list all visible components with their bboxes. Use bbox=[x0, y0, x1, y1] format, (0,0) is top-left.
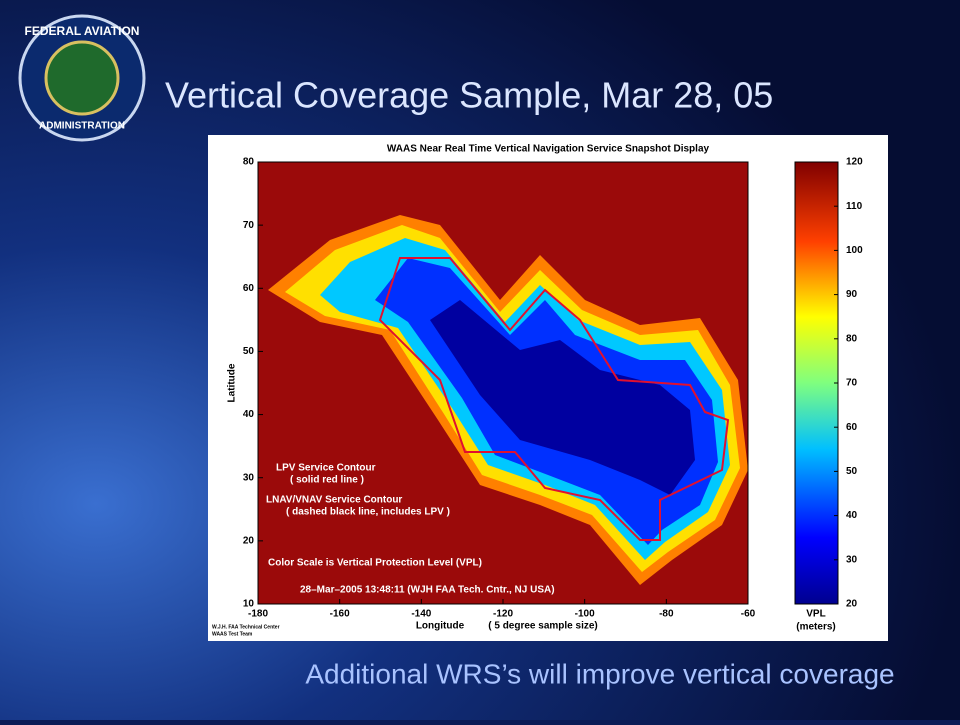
y-tick-label: 50 bbox=[243, 346, 255, 357]
colorbar-units: (meters) bbox=[796, 622, 835, 633]
map-frame bbox=[257, 161, 749, 605]
colorbar-tick-label: 90 bbox=[846, 289, 858, 300]
x-tick-label: -160 bbox=[330, 609, 350, 620]
colorbar-tick-label: 110 bbox=[846, 201, 863, 212]
x-tick-label: -180 bbox=[248, 609, 268, 620]
caption: Additional WRS’s will improve vertical c… bbox=[305, 658, 894, 689]
credit: WAAS Test Team bbox=[212, 631, 253, 637]
x-tick-label: -80 bbox=[659, 609, 674, 620]
colorbar bbox=[794, 161, 839, 605]
x-note: ( 5 degree sample size) bbox=[488, 621, 598, 632]
logo-text: ADMINISTRATION bbox=[39, 121, 125, 132]
y-tick-label: 60 bbox=[243, 283, 255, 294]
colorbar-tick-label: 120 bbox=[846, 157, 863, 168]
x-tick-label: -100 bbox=[575, 609, 595, 620]
logo-text: FEDERAL AVIATION bbox=[25, 24, 140, 38]
map-title: WAAS Near Real Time Vertical Navigation … bbox=[387, 144, 710, 155]
y-tick-label: 20 bbox=[243, 535, 255, 546]
colorbar-tick-label: 60 bbox=[846, 422, 858, 433]
colorbar-tick-label: 50 bbox=[846, 466, 858, 477]
y-tick-label: 70 bbox=[243, 220, 255, 231]
y-tick-label: 30 bbox=[243, 472, 255, 483]
y-label: Latitude bbox=[227, 363, 238, 402]
annotation: Color Scale is Vertical Protection Level… bbox=[268, 558, 482, 569]
credit: W.J.H. FAA Technical Center bbox=[212, 624, 280, 630]
colorbar-tick-label: 70 bbox=[846, 378, 858, 389]
colorbar-tick-label: 80 bbox=[846, 333, 858, 344]
colorbar-tick-label: 30 bbox=[846, 554, 858, 565]
y-tick-label: 10 bbox=[243, 599, 255, 610]
x-tick-label: -120 bbox=[493, 609, 513, 620]
annotation: LPV Service Contour bbox=[276, 463, 376, 474]
annotation: LNAV/VNAV Service Contour bbox=[266, 495, 402, 506]
colorbar-tick-label: 40 bbox=[846, 510, 858, 521]
colorbar-tick-label: 100 bbox=[846, 245, 863, 256]
colorbar-tick-label: 20 bbox=[846, 599, 858, 610]
coverage bbox=[268, 215, 748, 585]
slide-title: Vertical Coverage Sample, Mar 28, 05 bbox=[165, 75, 773, 116]
logo: FEDERAL AVIATION ADMINISTRATION bbox=[18, 14, 146, 142]
y-tick-label: 40 bbox=[243, 409, 255, 420]
annotation: 28–Mar–2005 13:48:11 (WJH FAA Tech. Cntr… bbox=[300, 585, 555, 596]
x-label: Longitude bbox=[416, 621, 465, 632]
annotation: ( solid red line ) bbox=[290, 475, 364, 486]
y-tick-label: 80 bbox=[243, 157, 255, 168]
annotation: ( dashed black line, includes LPV ) bbox=[286, 507, 450, 518]
x-tick-label: -140 bbox=[411, 609, 431, 620]
x-tick-label: -60 bbox=[741, 609, 756, 620]
colorbar-label: VPL bbox=[806, 609, 825, 620]
